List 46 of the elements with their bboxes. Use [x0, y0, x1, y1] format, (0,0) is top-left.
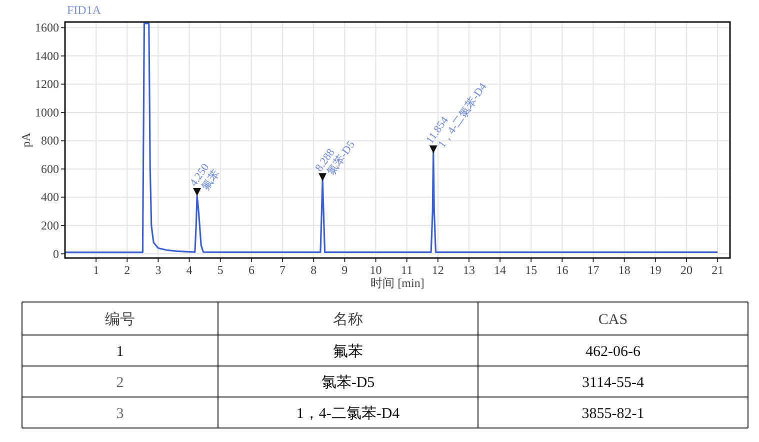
x-tick-label: 20 [680, 263, 692, 277]
text: 1，4-二氯苯-D4 [296, 405, 400, 422]
text: 2 [116, 375, 124, 391]
text: 462-06-6 [586, 344, 641, 360]
category-label: 编号 [105, 311, 135, 328]
text: 3855-82-1 [582, 406, 644, 422]
text: 氟苯 [333, 343, 363, 360]
y-tick-label: 1400 [35, 48, 59, 63]
y-axis-title: pA [19, 132, 33, 148]
x-tick-label: 7 [280, 263, 286, 277]
x-tick-label: 12 [432, 263, 444, 277]
x-axis-title: 时间 [min] [370, 276, 424, 290]
y-tick-label: 0 [53, 246, 59, 261]
x-tick-label: 15 [525, 263, 538, 277]
x-tick-label: 9 [342, 263, 348, 277]
category-label: 名称 [333, 311, 363, 328]
x-tick-label: 5 [217, 263, 224, 277]
x-tick-label: 4 [186, 263, 192, 277]
y-tick-label: 800 [41, 134, 59, 148]
x-tick-label: 14 [494, 263, 506, 277]
x-tick-label: 18 [618, 263, 630, 277]
text: 氯苯-D5 [321, 374, 375, 391]
category-label: CAS [598, 312, 628, 328]
x-tick-label: 13 [462, 263, 475, 277]
text: 3 [116, 406, 124, 422]
y-tick-label: 1000 [35, 105, 59, 120]
x-tick-label: 16 [556, 263, 568, 277]
y-tick-label: 400 [41, 190, 59, 204]
x-tick-label: 17 [587, 263, 600, 277]
x-tick-label: 11 [401, 263, 413, 277]
x-tick-label: 6 [248, 263, 254, 277]
x-tick-label: 19 [649, 263, 662, 277]
y-tick-label: 600 [41, 162, 59, 176]
y-tick-label: 1200 [35, 77, 59, 92]
x-tick-label: 1 [93, 263, 100, 277]
text: 3114-55-4 [582, 375, 644, 391]
chart-title: FID1A [67, 3, 102, 17]
x-tick-label: 10 [370, 263, 382, 277]
text: 1 [116, 344, 124, 360]
x-tick-label: 21 [712, 263, 724, 277]
line-series [65, 22, 718, 254]
y-tick-label: 200 [41, 218, 59, 232]
y-tick-label: 1600 [35, 20, 59, 35]
x-tick-label: 8 [310, 263, 317, 277]
x-tick-label: 3 [155, 263, 162, 277]
x-tick-label: 2 [124, 263, 130, 277]
